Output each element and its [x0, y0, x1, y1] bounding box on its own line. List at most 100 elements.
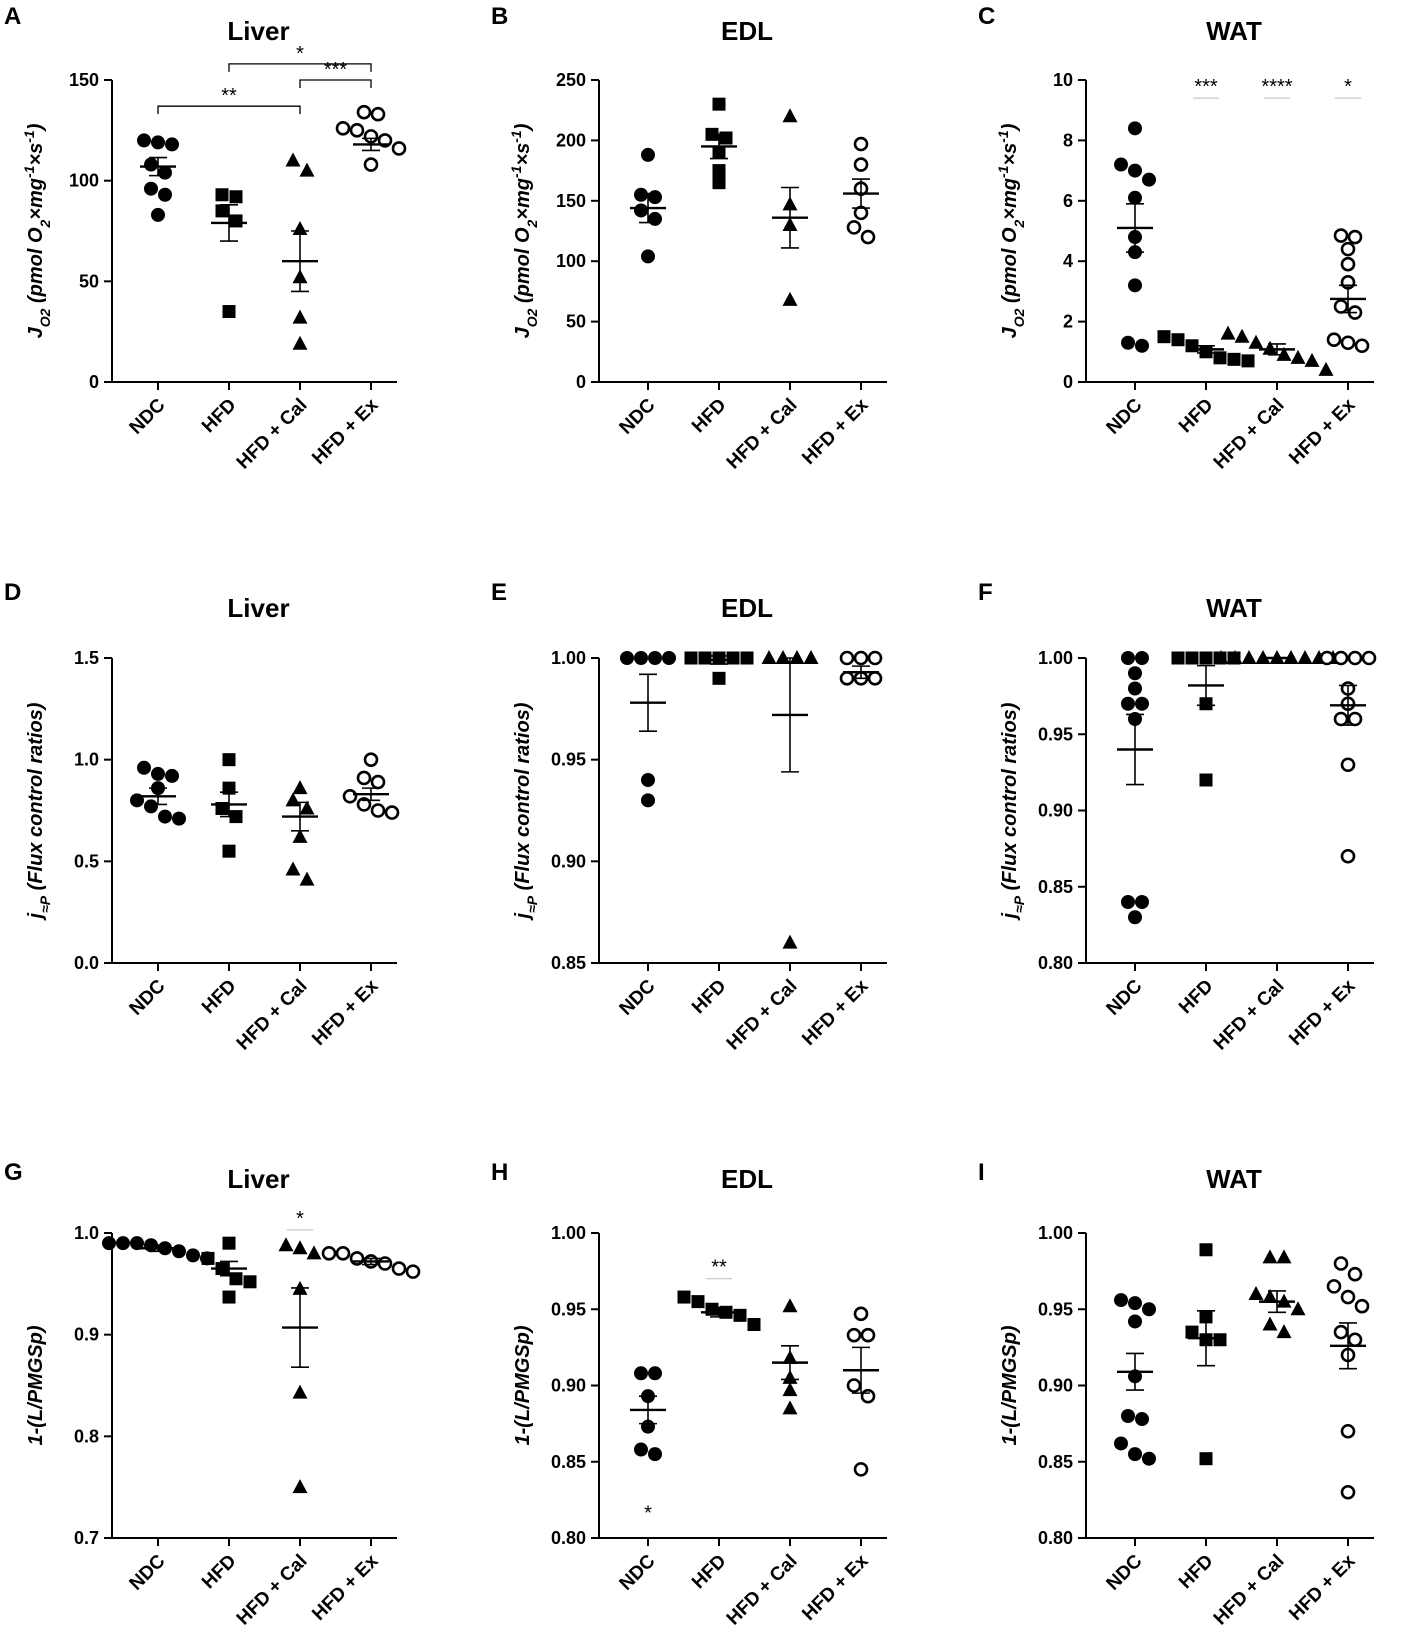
- data-point: [782, 291, 798, 306]
- x-tick-label: HFD + Cal: [233, 1551, 312, 1630]
- significance-bracket: [299, 79, 372, 88]
- data-point: [733, 1308, 747, 1322]
- data-point: [1213, 1333, 1227, 1347]
- x-tick-label: HFD + Ex: [1285, 394, 1360, 469]
- significance-label: **: [221, 85, 237, 107]
- y-tick-label: 4: [1063, 251, 1073, 271]
- data-point: [1220, 325, 1236, 340]
- data-point: [1333, 711, 1349, 727]
- series-hfd: [1185, 1243, 1227, 1466]
- y-tick-label: 50: [566, 312, 586, 332]
- y-axis-label: JO2 (pmol O2×mg-1×s-1): [21, 123, 53, 338]
- significance-label: *: [1344, 76, 1352, 98]
- data-point: [215, 188, 229, 202]
- significance-label: *: [644, 1503, 652, 1525]
- data-point: [1121, 1409, 1135, 1423]
- data-point: [363, 157, 379, 172]
- series-hfd-ex: [1319, 650, 1377, 864]
- x-tick-label: HFD + Ex: [308, 975, 383, 1050]
- data-point: [1199, 651, 1213, 665]
- data-point: [1121, 651, 1135, 665]
- data-point: [165, 137, 179, 152]
- panel-letter: I: [978, 1159, 985, 1186]
- series-hfd-cal: [282, 780, 318, 886]
- data-point: [691, 1295, 705, 1309]
- data-point: [846, 1327, 862, 1343]
- data-point: [677, 1290, 691, 1304]
- data-point: [1262, 1249, 1278, 1264]
- significance-label: *: [296, 1208, 304, 1230]
- data-point: [853, 1462, 869, 1477]
- data-point: [641, 147, 655, 162]
- data-point: [1248, 1286, 1264, 1300]
- panel-title: Liver: [227, 16, 289, 46]
- significance-label: **: [711, 1257, 727, 1279]
- x-tick-label: NDC: [1103, 394, 1147, 438]
- series-hfd: [701, 97, 737, 190]
- data-point: [292, 335, 308, 350]
- data-point: [229, 1272, 243, 1286]
- data-point: [662, 651, 676, 665]
- data-point: [846, 1378, 862, 1393]
- x-tick-label: HFD + Cal: [233, 395, 312, 474]
- data-point: [215, 204, 229, 218]
- y-axis-label: j≈P (Flux control ratios): [512, 702, 540, 921]
- data-point: [285, 792, 301, 807]
- panel-title: Liver: [227, 1164, 289, 1194]
- data-point: [137, 760, 151, 775]
- data-point: [648, 1366, 662, 1381]
- data-point: [684, 651, 698, 665]
- x-tick-label: NDC: [126, 394, 170, 438]
- data-point: [1347, 229, 1363, 245]
- data-point: [1128, 190, 1142, 205]
- data-point: [620, 651, 634, 665]
- data-point: [137, 133, 151, 148]
- data-point: [1199, 1452, 1213, 1466]
- panel-letter: H: [491, 1159, 508, 1186]
- x-tick-label: HFD: [198, 1551, 240, 1593]
- panel-letter: D: [4, 579, 21, 606]
- y-tick-label: 0.90: [1038, 801, 1073, 821]
- series-ndc: [630, 147, 666, 264]
- y-tick-label: 150: [556, 191, 586, 211]
- series-hfd: [1157, 330, 1255, 368]
- significance-bracket: [228, 63, 372, 72]
- data-point: [1361, 650, 1377, 666]
- y-tick-label: 0.90: [551, 1376, 586, 1396]
- data-point: [1326, 1279, 1342, 1294]
- series-hfd: [201, 1236, 257, 1304]
- data-point: [342, 788, 358, 804]
- data-point: [172, 811, 186, 826]
- data-point: [1142, 172, 1156, 187]
- data-point: [641, 773, 655, 787]
- panel-title: WAT: [1206, 16, 1262, 46]
- data-point: [1171, 333, 1185, 347]
- data-point: [634, 1442, 648, 1457]
- x-tick-label: HFD + Cal: [1210, 395, 1289, 474]
- data-point: [1128, 681, 1142, 696]
- data-point: [1135, 1412, 1149, 1427]
- data-point: [1128, 1296, 1142, 1311]
- x-tick-label: HFD: [688, 976, 730, 1018]
- series-ndc: [130, 760, 186, 826]
- x-tick-label: NDC: [126, 975, 170, 1019]
- y-axis-label: j≈P (Flux control ratios): [25, 702, 53, 921]
- data-point: [116, 1236, 130, 1251]
- y-tick-label: 0.95: [551, 1299, 586, 1319]
- data-point: [299, 162, 315, 177]
- x-tick-label: NDC: [1103, 1550, 1147, 1594]
- y-axis-label: 1-(L/PMGSp): [512, 1325, 534, 1445]
- data-point: [698, 651, 712, 665]
- data-point: [1262, 1289, 1278, 1304]
- series-hfd-ex: [843, 136, 879, 245]
- data-point: [1142, 1302, 1156, 1317]
- data-point: [634, 203, 648, 218]
- x-tick-label: HFD + Cal: [723, 395, 802, 474]
- data-point: [1262, 1316, 1278, 1331]
- data-point: [1340, 335, 1356, 351]
- x-tick-label: HFD: [198, 395, 240, 437]
- data-point: [151, 207, 165, 222]
- x-tick-label: HFD + Ex: [308, 1550, 383, 1625]
- data-point: [1354, 1298, 1370, 1314]
